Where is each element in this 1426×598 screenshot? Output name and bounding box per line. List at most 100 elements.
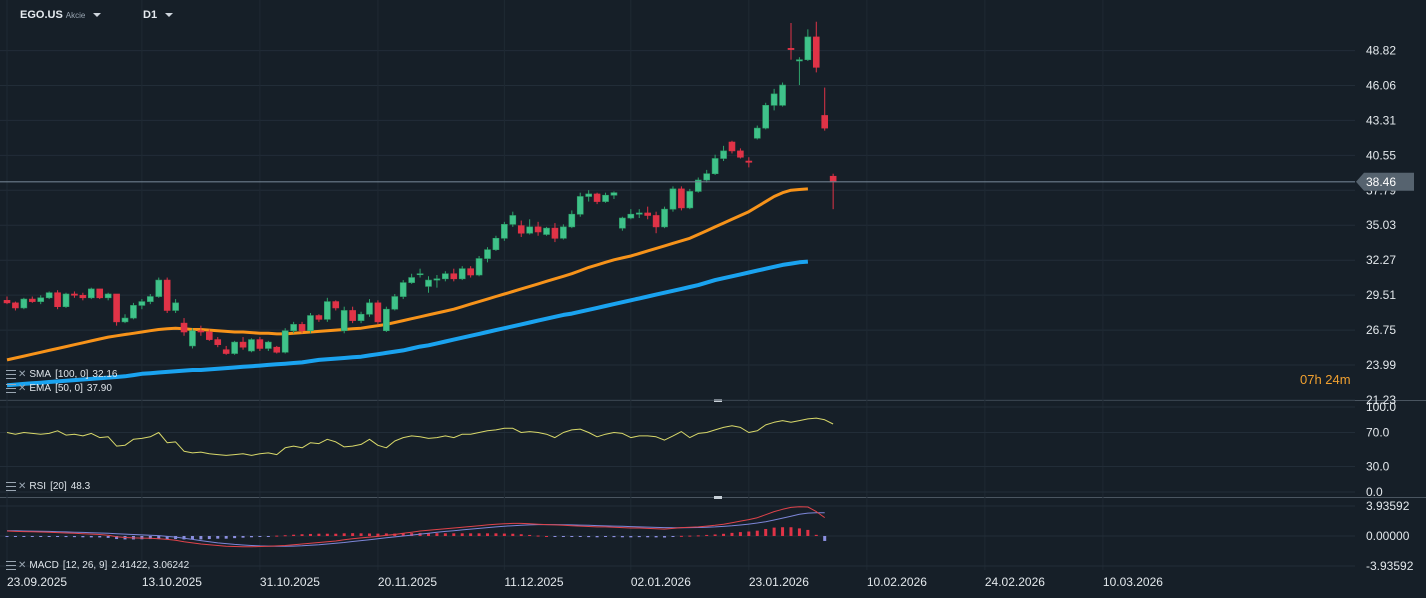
candle-body [383,308,390,332]
candle-body [475,258,483,276]
close-icon[interactable]: ✕ [18,560,27,571]
macd-histogram-bar [688,535,692,537]
macd-histogram-bar [241,536,245,538]
candle-body [627,213,635,219]
macd-histogram-bar [401,533,405,536]
candle-body [45,292,53,299]
candle-body [585,193,592,197]
macd-histogram-bar [376,533,380,536]
macd-histogram-bar [81,536,85,538]
candle-body [804,36,812,61]
candle-body [829,175,837,183]
settings-lines-icon[interactable] [6,369,16,379]
macd-histogram-bar [620,536,624,538]
macd-histogram-bar [671,536,675,537]
macd-histogram-bar [823,536,827,541]
y-tick-label: 35.03 [1366,218,1396,232]
macd-histogram-bar [460,533,464,536]
macd-histogram-bar [772,527,776,536]
y-tick-label: 43.31 [1366,113,1396,127]
candle-body [812,36,820,68]
candle-body [332,301,340,309]
macd-histogram-bar [587,536,591,538]
macd-histogram-bar [106,536,110,538]
settings-lines-icon[interactable] [6,481,16,491]
candle-body [180,322,188,333]
macd-tick-label: 0.00000 [1366,529,1410,543]
symbol-selector[interactable]: EGO.US Akcie [20,9,102,21]
candle-body [273,346,281,353]
candle-body [130,305,137,319]
macd-histogram-bar [730,532,734,536]
macd-histogram-bar [494,533,498,536]
timeframe-selector[interactable]: D1 [143,9,174,21]
candle-body [315,315,323,320]
close-icon[interactable]: ✕ [18,383,27,394]
rsi-line [6,417,834,456]
rsi-tick-label: 30.0 [1366,460,1390,474]
macd-histogram-bar [519,534,523,536]
macd-histogram-bar [536,535,540,537]
settings-lines-icon[interactable] [6,383,16,393]
candle-body [517,225,525,234]
candle-body [231,341,238,354]
macd-histogram-bar [224,536,228,539]
macd-histogram-bar [806,529,810,536]
candle-body [551,227,559,239]
candle-body [265,341,272,349]
candle-body [357,313,365,321]
x-tick-label: 24.02.2026 [985,575,1045,589]
close-icon[interactable]: ✕ [18,481,27,492]
settings-lines-icon[interactable] [6,560,16,570]
macd-histogram-bar [115,536,119,540]
candle-body [104,293,112,299]
macd-params: [12, 26, 9] [62,560,108,571]
macd-histogram-bar [679,535,683,537]
x-tick-label: 13.10.2025 [142,575,202,589]
macd-tick-label: -3.93592 [1366,559,1414,573]
candle-body [433,278,441,281]
candle-body [821,115,829,129]
candle-body [669,188,677,210]
macd-histogram-bar [410,533,414,536]
close-icon[interactable]: ✕ [18,369,27,380]
macd-histogram-bar [39,536,43,537]
legend-ema[interactable]: ✕ EMA [50, 0] 37.90 [6,383,112,394]
candle-body [20,298,28,309]
candle-body [745,160,753,163]
candle-body [248,339,255,352]
candle-body [484,249,491,259]
candle-body [54,292,61,307]
candle-body [416,273,424,276]
ema-line [6,187,809,362]
candle-body [753,127,761,139]
candle-body [399,282,407,297]
y-tick-label: 40.55 [1366,148,1396,162]
candle-body [787,48,795,50]
candle-body [560,226,567,239]
candle-body [610,192,618,196]
macd-histogram-bar [233,536,237,539]
macd-value: 2.41422, 3.06242 [111,560,190,571]
legend-rsi[interactable]: ✕ RSI [20] 48.3 [6,481,90,492]
macd-histogram-bar [781,527,785,536]
macd-histogram-bar [570,536,574,537]
macd-histogram-bar [553,536,557,537]
x-tick-label: 10.02.2026 [867,575,927,589]
y-tick-label: 26.75 [1366,323,1396,337]
macd-histogram-bar [789,527,793,536]
macd-histogram-bar [629,536,633,538]
current-price-tag [1356,172,1414,191]
macd-histogram-bar [755,530,759,536]
legend-sma[interactable]: ✕ SMA [100, 0] 32.16 [6,369,117,380]
macd-histogram-bar [317,533,321,536]
candle-body [720,150,727,159]
macd-histogram-bar [604,536,608,537]
candle-body [661,208,668,228]
candle-body [138,301,146,306]
macd-histogram-bar [190,536,194,540]
candle-body [644,212,651,216]
candle-body [374,302,382,323]
legend-macd[interactable]: ✕ MACD [12, 26, 9] 2.41422, 3.06242 [6,560,189,571]
